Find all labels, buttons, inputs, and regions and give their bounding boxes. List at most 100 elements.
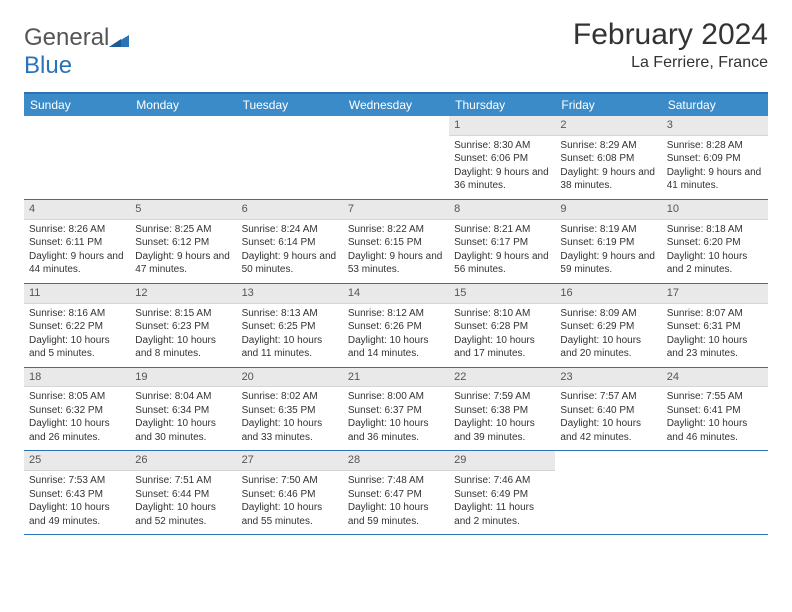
day-number: 3 bbox=[662, 116, 768, 136]
sunset-text: Sunset: 6:47 PM bbox=[348, 488, 444, 502]
day-number: 21 bbox=[343, 368, 449, 388]
daylight-text: Daylight: 10 hours and 36 minutes. bbox=[348, 417, 444, 444]
day-number: 11 bbox=[24, 284, 130, 304]
sunrise-text: Sunrise: 7:57 AM bbox=[560, 390, 656, 404]
sunrise-text: Sunrise: 8:15 AM bbox=[135, 307, 231, 321]
daylight-text: Daylight: 10 hours and 30 minutes. bbox=[135, 417, 231, 444]
sunset-text: Sunset: 6:14 PM bbox=[242, 236, 338, 250]
sunrise-text: Sunrise: 8:10 AM bbox=[454, 307, 550, 321]
day-cell: 16Sunrise: 8:09 AMSunset: 6:29 PMDayligh… bbox=[555, 284, 661, 367]
sunset-text: Sunset: 6:34 PM bbox=[135, 404, 231, 418]
sunrise-text: Sunrise: 8:28 AM bbox=[667, 139, 763, 153]
sunset-text: Sunset: 6:35 PM bbox=[242, 404, 338, 418]
day-number: 1 bbox=[449, 116, 555, 136]
logo: General Blue bbox=[24, 24, 129, 80]
day-cell: 9Sunrise: 8:19 AMSunset: 6:19 PMDaylight… bbox=[555, 200, 661, 283]
daylight-text: Daylight: 10 hours and 11 minutes. bbox=[242, 334, 338, 361]
sunset-text: Sunset: 6:31 PM bbox=[667, 320, 763, 334]
day-number: 16 bbox=[555, 284, 661, 304]
day-cell: 8Sunrise: 8:21 AMSunset: 6:17 PMDaylight… bbox=[449, 200, 555, 283]
day-header-saturday: Saturday bbox=[662, 94, 768, 116]
day-cell bbox=[237, 116, 343, 199]
day-number: 22 bbox=[449, 368, 555, 388]
day-number: 20 bbox=[237, 368, 343, 388]
sunset-text: Sunset: 6:32 PM bbox=[29, 404, 125, 418]
sunrise-text: Sunrise: 8:05 AM bbox=[29, 390, 125, 404]
day-cell: 12Sunrise: 8:15 AMSunset: 6:23 PMDayligh… bbox=[130, 284, 236, 367]
sunrise-text: Sunrise: 8:22 AM bbox=[348, 223, 444, 237]
day-header-friday: Friday bbox=[555, 94, 661, 116]
logo-text: General Blue bbox=[24, 24, 129, 80]
daylight-text: Daylight: 10 hours and 23 minutes. bbox=[667, 334, 763, 361]
sunrise-text: Sunrise: 8:09 AM bbox=[560, 307, 656, 321]
sunset-text: Sunset: 6:44 PM bbox=[135, 488, 231, 502]
week-row: 11 Sunrise: 8:16 AMSunset: 6:22 PM Dayligh… bbox=[24, 284, 768, 368]
day-number: 13 bbox=[237, 284, 343, 304]
day-number: 15 bbox=[449, 284, 555, 304]
day-number: 5 bbox=[130, 200, 236, 220]
day-cell: 3Sunrise: 8:28 AMSunset: 6:09 PMDaylight… bbox=[662, 116, 768, 199]
sunset-text: Sunset: 6:17 PM bbox=[454, 236, 550, 250]
sunset-text: Sunset: 6:15 PM bbox=[348, 236, 444, 250]
daylight-text: Daylight: 10 hours and 14 minutes. bbox=[348, 334, 444, 361]
sunset-text: Sunset: 6:23 PM bbox=[135, 320, 231, 334]
daylight-text: Daylight: 10 hours and 42 minutes. bbox=[560, 417, 656, 444]
sunrise-text: Sunrise: 8:21 AM bbox=[454, 223, 550, 237]
sunset-text: Sunset: 6:29 PM bbox=[560, 320, 656, 334]
sunrise-text: Sunrise: 8:24 AM bbox=[242, 223, 338, 237]
sunrise-text: Sunrise: 8:18 AM bbox=[667, 223, 763, 237]
sunset-text: Sunset: 6:43 PM bbox=[29, 488, 125, 502]
logo-text-b: Blue bbox=[24, 52, 72, 79]
weeks-container: 1Sunrise: 8:30 AMSunset: 6:06 PMDaylight… bbox=[24, 116, 768, 535]
daylight-text: Daylight: 10 hours and 39 minutes. bbox=[454, 417, 550, 444]
sunrise-text: Sunrise: 8:02 AM bbox=[242, 390, 338, 404]
daylight-text: Daylight: 10 hours and 52 minutes. bbox=[135, 501, 231, 528]
day-cell: 10Sunrise: 8:18 AMSunset: 6:20 PMDayligh… bbox=[662, 200, 768, 283]
sunrise-text: Sunrise: 7:50 AM bbox=[242, 474, 338, 488]
day-number: 26 bbox=[130, 451, 236, 471]
daylight-text: Daylight: 9 hours and 38 minutes. bbox=[560, 166, 656, 193]
day-cell: 23Sunrise: 7:57 AMSunset: 6:40 PMDayligh… bbox=[555, 368, 661, 451]
sunset-text: Sunset: 6:25 PM bbox=[242, 320, 338, 334]
sunset-text: Sunset: 6:11 PM bbox=[29, 236, 125, 250]
sunrise-text: Sunrise: 8:26 AM bbox=[29, 223, 125, 237]
day-number: 8 bbox=[449, 200, 555, 220]
sunrise-text: Sunrise: 8:16 AM bbox=[29, 307, 125, 321]
day-cell: 29Sunrise: 7:46 AMSunset: 6:49 PMDayligh… bbox=[449, 451, 555, 534]
daylight-text: Daylight: 9 hours and 44 minutes. bbox=[29, 250, 125, 277]
daylight-text: Daylight: 10 hours and 17 minutes. bbox=[454, 334, 550, 361]
day-number: 25 bbox=[24, 451, 130, 471]
daylight-text: Daylight: 10 hours and 55 minutes. bbox=[242, 501, 338, 528]
day-cell: 7Sunrise: 8:22 AMSunset: 6:15 PMDaylight… bbox=[343, 200, 449, 283]
day-cell: 13Sunrise: 8:13 AMSunset: 6:25 PMDayligh… bbox=[237, 284, 343, 367]
week-row: 4Sunrise: 8:26 AMSunset: 6:11 PMDaylight… bbox=[24, 200, 768, 284]
sunrise-text: Sunrise: 7:55 AM bbox=[667, 390, 763, 404]
sunset-text: Sunset: 6:22 PM bbox=[29, 320, 125, 334]
sunrise-text: Sunrise: 7:53 AM bbox=[29, 474, 125, 488]
day-number: 29 bbox=[449, 451, 555, 471]
sunrise-text: Sunrise: 8:25 AM bbox=[135, 223, 231, 237]
sunset-text: Sunset: 6:41 PM bbox=[667, 404, 763, 418]
day-number: 10 bbox=[662, 200, 768, 220]
day-cell: 2Sunrise: 8:29 AMSunset: 6:08 PMDaylight… bbox=[555, 116, 661, 199]
day-cell bbox=[555, 451, 661, 534]
page-title: February 2024 bbox=[573, 18, 768, 52]
day-cell: 22 Sunrise: 7:59 AMSunset: 6:38 PMDayligh… bbox=[449, 368, 555, 451]
sunset-text: Sunset: 6:28 PM bbox=[454, 320, 550, 334]
sunset-text: Sunset: 6:37 PM bbox=[348, 404, 444, 418]
location: La Ferriere, France bbox=[573, 54, 768, 72]
day-number: 7 bbox=[343, 200, 449, 220]
day-number: 6 bbox=[237, 200, 343, 220]
day-header-monday: Monday bbox=[130, 94, 236, 116]
sunrise-text: Sunrise: 7:59 AM bbox=[454, 390, 550, 404]
daylight-text: Daylight: 9 hours and 50 minutes. bbox=[242, 250, 338, 277]
day-header-row: Sunday Monday Tuesday Wednesday Thursday… bbox=[24, 94, 768, 116]
week-row: 18Sunrise: 8:05 AMSunset: 6:32 PMDayligh… bbox=[24, 368, 768, 452]
sunset-text: Sunset: 6:09 PM bbox=[667, 152, 763, 166]
day-cell bbox=[662, 451, 768, 534]
sunset-text: Sunset: 6:19 PM bbox=[560, 236, 656, 250]
sunset-text: Sunset: 6:38 PM bbox=[454, 404, 550, 418]
daylight-text: Daylight: 10 hours and 49 minutes. bbox=[29, 501, 125, 528]
day-cell: 19Sunrise: 8:04 AMSunset: 6:34 PMDayligh… bbox=[130, 368, 236, 451]
day-cell: 11Sunrise: 8:16 AMSunset: 6:22 PMDayligh… bbox=[24, 284, 130, 367]
